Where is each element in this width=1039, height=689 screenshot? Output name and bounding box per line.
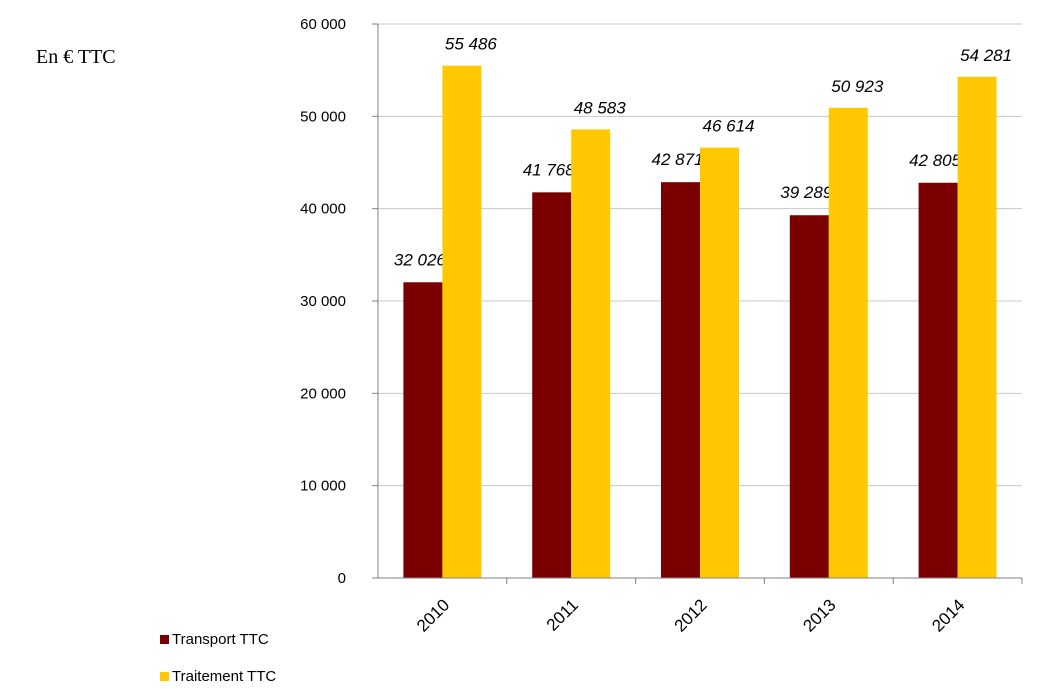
bar-transport — [532, 192, 572, 578]
bar-transport — [918, 182, 958, 579]
bar-traitement — [442, 65, 482, 579]
y-tick-label: 50 000 — [300, 108, 346, 125]
y-tick-label: 40 000 — [300, 201, 346, 218]
legend-swatch-traitement — [160, 672, 169, 681]
x-tick-label: 2013 — [799, 595, 839, 635]
data-label: 50 923 — [831, 77, 884, 96]
y-tick-label: 10 000 — [300, 478, 346, 495]
bar-traitement — [957, 76, 997, 579]
data-label: 42 805 — [909, 151, 962, 170]
x-tick-label: 2012 — [671, 595, 711, 635]
x-tick-label: 2014 — [928, 595, 968, 635]
legend-item-traitement: Traitement TTC — [160, 668, 276, 685]
data-label: 54 281 — [960, 46, 1012, 65]
y-tick-label: 20 000 — [300, 385, 346, 402]
data-label: 48 583 — [574, 98, 627, 117]
bar-transport — [403, 282, 443, 578]
bar-transport — [661, 182, 700, 578]
y-tick-label: 30 000 — [300, 293, 346, 310]
y-tick-label: 0 — [338, 570, 346, 587]
legend-label-traitement: Traitement TTC — [172, 668, 277, 685]
bar-traitement — [828, 107, 868, 578]
data-label: 55 486 — [445, 35, 498, 54]
bar-traitement — [700, 147, 739, 578]
x-tick-label: 2011 — [543, 595, 582, 634]
data-label: 41 768 — [523, 160, 576, 179]
data-label: 42 871 — [652, 150, 704, 169]
y-tick-label: 60 000 — [300, 16, 346, 33]
x-tick-label: 2010 — [413, 595, 453, 635]
bar-transport — [789, 215, 829, 578]
legend-label-transport: Transport TTC — [172, 631, 269, 648]
legend-swatch-transport — [160, 635, 169, 644]
unit-label: En € TTC — [36, 46, 116, 68]
bar-traitement — [571, 129, 611, 578]
data-label: 32 026 — [394, 250, 447, 269]
data-label: 46 614 — [703, 117, 755, 136]
data-label: 39 289 — [780, 183, 833, 202]
legend-item-transport: Transport TTC — [160, 631, 269, 648]
